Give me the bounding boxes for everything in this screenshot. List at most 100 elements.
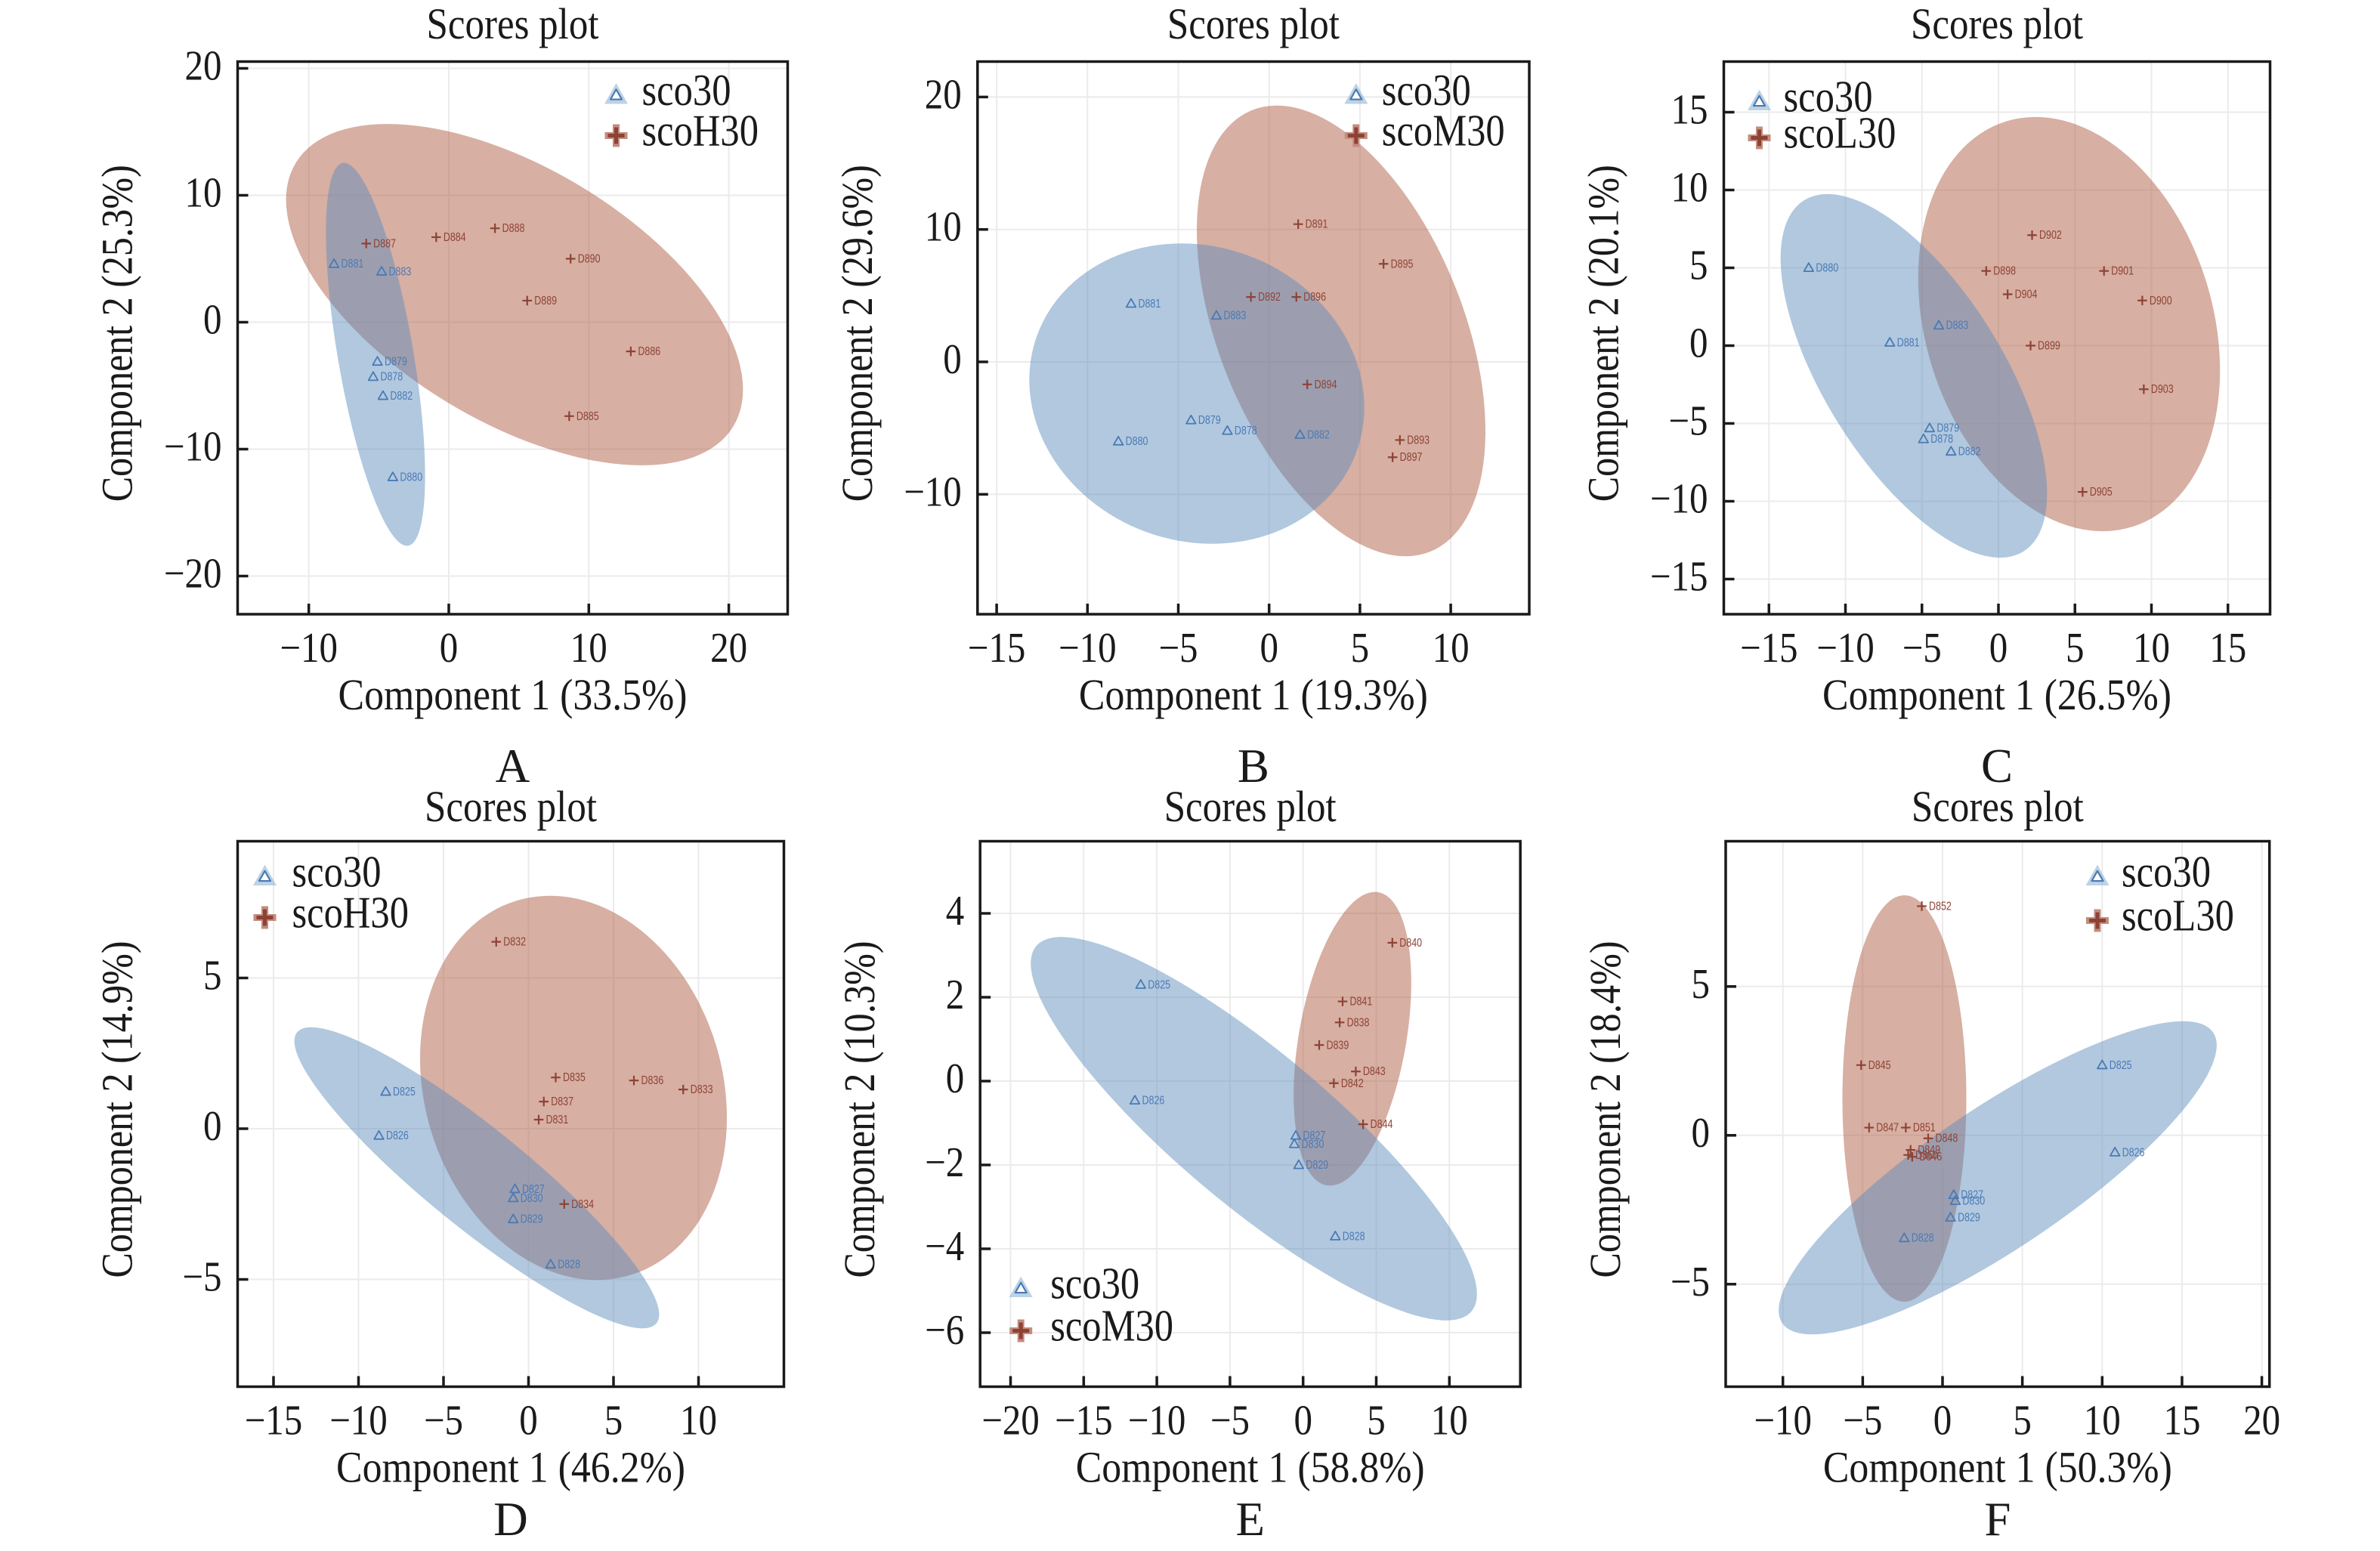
svg-text:D893: D893 xyxy=(1407,434,1430,446)
svg-text:−10: −10 xyxy=(1650,476,1708,523)
svg-text:−15: −15 xyxy=(968,625,1026,672)
svg-text:D826: D826 xyxy=(2122,1146,2145,1159)
svg-text:scoM30: scoM30 xyxy=(1382,106,1505,156)
svg-text:D832: D832 xyxy=(503,936,526,949)
svg-text:D896: D896 xyxy=(1303,291,1326,304)
svg-text:D827: D827 xyxy=(1303,1129,1326,1142)
svg-text:20: 20 xyxy=(185,43,222,90)
svg-text:−5: −5 xyxy=(1668,398,1708,445)
svg-text:20: 20 xyxy=(925,71,962,118)
svg-text:Scores plot: Scores plot xyxy=(1912,782,2084,831)
svg-text:D828: D828 xyxy=(558,1259,580,1271)
svg-text:D830: D830 xyxy=(1302,1138,1324,1151)
svg-text:D899: D899 xyxy=(2038,340,2060,353)
svg-text:−20: −20 xyxy=(981,1398,1040,1444)
svg-text:−10: −10 xyxy=(1816,625,1875,672)
svg-text:D847: D847 xyxy=(1876,1122,1899,1135)
svg-text:sco30: sco30 xyxy=(642,65,731,115)
svg-text:D879: D879 xyxy=(385,356,407,369)
svg-text:−10: −10 xyxy=(1059,625,1117,672)
svg-text:D: D xyxy=(493,1493,528,1546)
svg-text:D904: D904 xyxy=(2015,289,2038,301)
svg-text:D898: D898 xyxy=(1993,265,2016,278)
svg-text:0: 0 xyxy=(943,336,962,383)
svg-text:D879: D879 xyxy=(1936,422,1959,435)
svg-text:Component 2 (29.6%): Component 2 (29.6%) xyxy=(833,165,882,502)
svg-text:sco30: sco30 xyxy=(1382,65,1471,115)
svg-text:5: 5 xyxy=(604,1398,623,1444)
svg-text:−15: −15 xyxy=(1055,1398,1113,1444)
svg-text:D841: D841 xyxy=(1349,996,1372,1009)
svg-text:Component 1 (33.5%): Component 1 (33.5%) xyxy=(338,670,688,719)
svg-text:Component 1 (58.8%): Component 1 (58.8%) xyxy=(1076,1443,1425,1492)
svg-text:D881: D881 xyxy=(1139,298,1161,311)
svg-text:D829: D829 xyxy=(1958,1212,1980,1225)
svg-text:D880: D880 xyxy=(1816,262,1838,275)
svg-text:D894: D894 xyxy=(1315,378,1337,391)
svg-text:D830: D830 xyxy=(521,1192,543,1205)
svg-text:B: B xyxy=(1238,740,1269,792)
svg-text:D836: D836 xyxy=(641,1074,664,1087)
svg-text:0: 0 xyxy=(1689,320,1708,367)
svg-text:scoL30: scoL30 xyxy=(1784,108,1896,158)
svg-text:D825: D825 xyxy=(2110,1059,2132,1072)
svg-text:D883: D883 xyxy=(1946,320,1969,332)
svg-text:0: 0 xyxy=(1933,1398,1952,1444)
svg-text:scoH30: scoH30 xyxy=(292,888,410,938)
svg-text:sco30: sco30 xyxy=(2122,847,2211,897)
svg-text:10: 10 xyxy=(2133,625,2170,672)
svg-text:D833: D833 xyxy=(691,1083,713,1096)
svg-text:D826: D826 xyxy=(386,1129,409,1142)
svg-text:C: C xyxy=(1981,740,2013,792)
svg-text:−10: −10 xyxy=(1754,1398,1812,1444)
svg-text:D878: D878 xyxy=(380,371,403,384)
svg-text:Scores plot: Scores plot xyxy=(1167,0,1340,48)
svg-text:sco30: sco30 xyxy=(292,847,382,897)
svg-text:−5: −5 xyxy=(1671,1259,1710,1305)
svg-text:D849: D849 xyxy=(1918,1144,1940,1157)
svg-text:D879: D879 xyxy=(1198,414,1221,427)
svg-text:5: 5 xyxy=(1351,625,1370,672)
svg-text:D851: D851 xyxy=(1913,1122,1936,1135)
svg-text:D878: D878 xyxy=(1930,433,1953,446)
svg-text:−6: −6 xyxy=(925,1307,964,1354)
svg-text:10: 10 xyxy=(1671,165,1708,212)
svg-text:scoH30: scoH30 xyxy=(642,106,759,156)
svg-text:D850: D850 xyxy=(1915,1149,1938,1162)
svg-text:D838: D838 xyxy=(1347,1016,1370,1029)
svg-text:D882: D882 xyxy=(1958,446,1981,459)
svg-text:−4: −4 xyxy=(925,1223,964,1270)
svg-text:Component 1 (50.3%): Component 1 (50.3%) xyxy=(1823,1443,2172,1492)
svg-text:Component 1 (26.5%): Component 1 (26.5%) xyxy=(1822,670,2171,719)
svg-text:sco30: sco30 xyxy=(1784,72,1873,122)
svg-text:D844: D844 xyxy=(1371,1118,1393,1131)
svg-text:D828: D828 xyxy=(1343,1230,1365,1243)
svg-text:sco30: sco30 xyxy=(1050,1259,1139,1308)
svg-text:D900: D900 xyxy=(2150,295,2172,307)
svg-text:D903: D903 xyxy=(2151,383,2174,396)
svg-text:10: 10 xyxy=(2084,1398,2121,1444)
svg-text:D825: D825 xyxy=(1148,978,1170,991)
svg-text:D880: D880 xyxy=(1126,435,1148,448)
svg-text:−10: −10 xyxy=(164,424,222,471)
svg-text:20: 20 xyxy=(710,625,747,672)
svg-text:D830: D830 xyxy=(1962,1194,1985,1207)
svg-text:D892: D892 xyxy=(1258,291,1281,304)
svg-text:15: 15 xyxy=(2209,625,2246,672)
svg-text:−15: −15 xyxy=(1740,625,1798,672)
svg-text:−5: −5 xyxy=(1210,1398,1250,1444)
svg-text:Component 2 (18.4%): Component 2 (18.4%) xyxy=(1581,941,1630,1278)
svg-text:Component 2 (14.9%): Component 2 (14.9%) xyxy=(93,941,142,1278)
svg-text:D882: D882 xyxy=(390,390,413,403)
svg-text:5: 5 xyxy=(2066,625,2085,672)
svg-text:D880: D880 xyxy=(400,471,422,484)
svg-text:E: E xyxy=(1235,1493,1264,1546)
svg-text:Component 1 (46.2%): Component 1 (46.2%) xyxy=(336,1443,685,1492)
svg-text:−2: −2 xyxy=(925,1139,964,1186)
svg-text:−5: −5 xyxy=(424,1398,463,1444)
svg-text:−5: −5 xyxy=(182,1254,221,1301)
svg-text:D829: D829 xyxy=(1306,1159,1328,1172)
svg-text:0: 0 xyxy=(203,1103,222,1150)
svg-text:D895: D895 xyxy=(1391,258,1414,270)
svg-text:D886: D886 xyxy=(638,345,660,358)
